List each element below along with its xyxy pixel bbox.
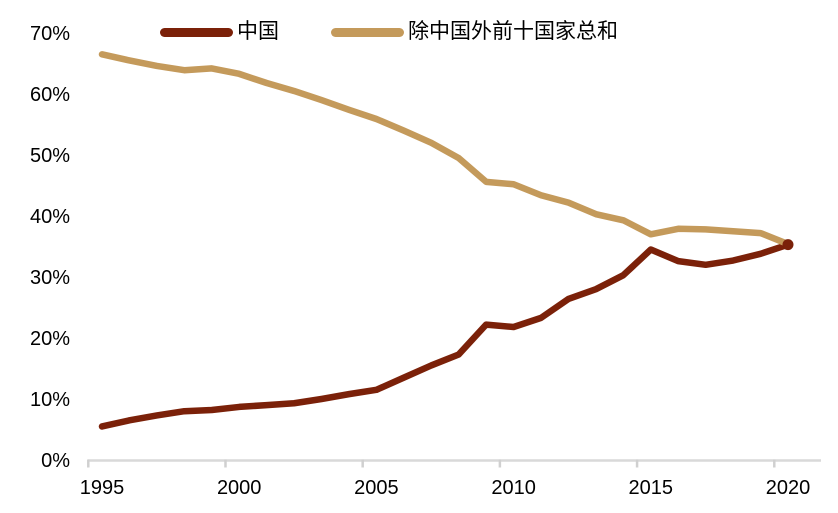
china-line-swatch: [160, 27, 233, 37]
y-tick-label: 50%: [30, 145, 70, 167]
others-line-swatch: [331, 27, 404, 37]
y-tick-label: 40%: [30, 206, 70, 228]
legend-label-china: 中国: [237, 20, 279, 43]
x-tick-label: 1995: [80, 477, 125, 499]
x-tick-label: 2010: [491, 477, 536, 499]
x-tick-label: 2000: [217, 477, 262, 499]
others-line-series: [98, 51, 792, 248]
y-tick-label: 20%: [30, 328, 70, 350]
x-tick-label: 2020: [766, 477, 811, 499]
legend-label-others: 除中国外前十国家总和: [408, 20, 618, 43]
legend: 中国 除中国外前十国家总和: [160, 21, 618, 43]
legend-item-china: 中国: [160, 21, 279, 43]
y-tick-label: 60%: [30, 84, 70, 106]
y-tick-label: 10%: [30, 389, 70, 411]
legend-item-others: 除中国外前十国家总和: [331, 21, 618, 43]
y-tick-label: 30%: [30, 267, 70, 289]
china-line-series: [98, 241, 792, 430]
endpoint-dot: [782, 239, 794, 251]
x-tick-label: 2005: [354, 477, 399, 499]
y-tick-label: 0%: [41, 450, 70, 472]
y-tick-label: 70%: [30, 23, 70, 45]
x-tick-label: 2015: [629, 477, 674, 499]
